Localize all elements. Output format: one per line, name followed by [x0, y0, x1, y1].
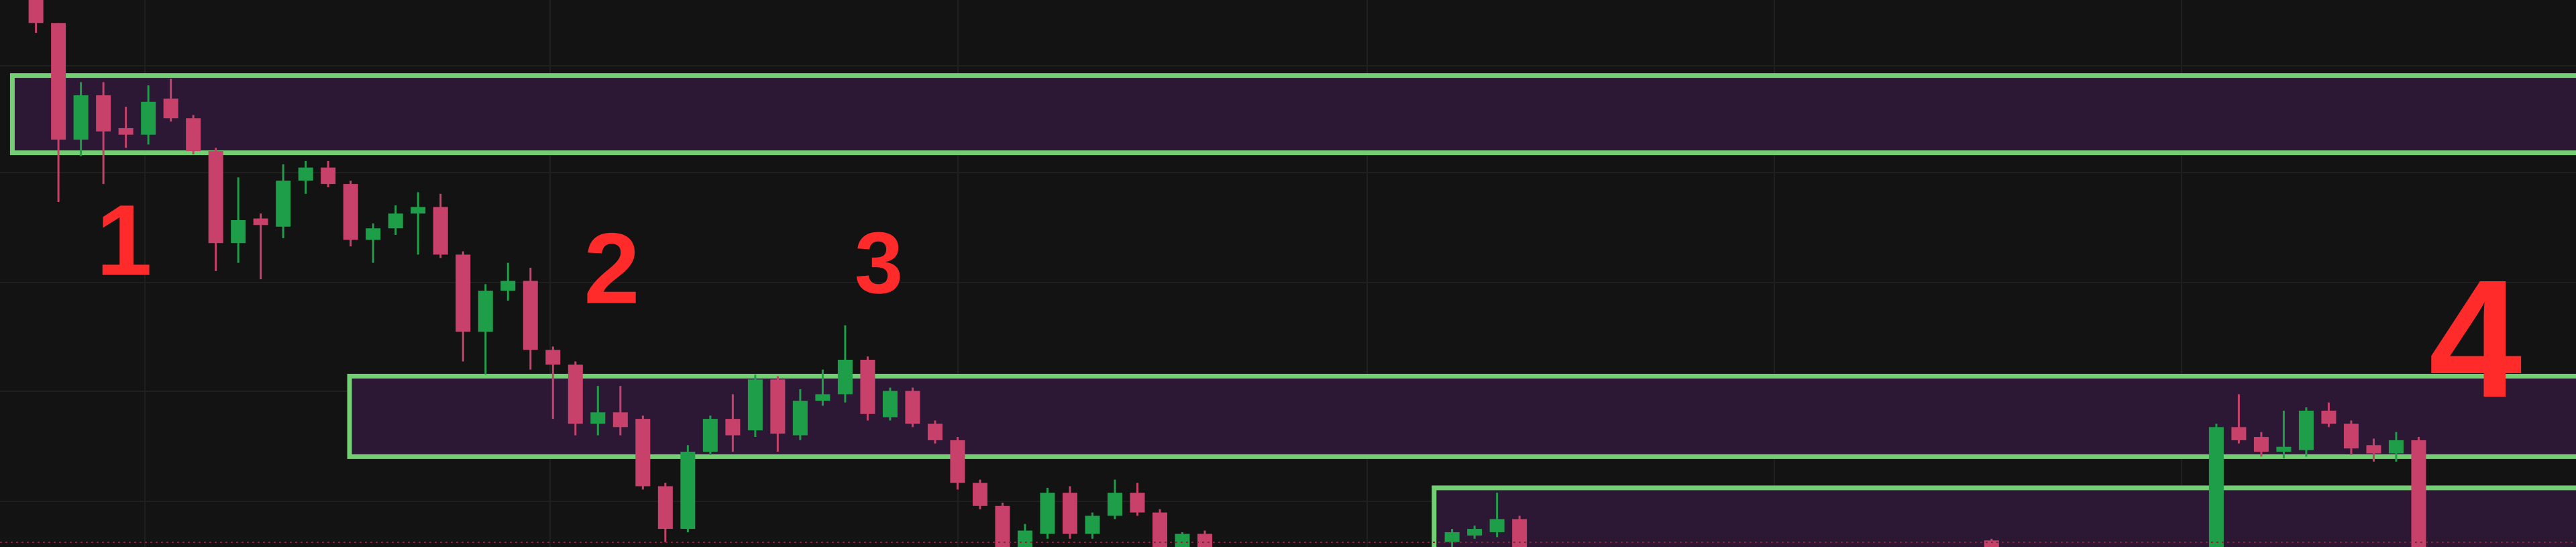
- candle-body: [1017, 530, 1032, 547]
- candle-body: [882, 391, 898, 417]
- candle-body: [411, 207, 426, 214]
- candle-body: [186, 118, 201, 152]
- candle-body: [770, 379, 786, 434]
- candle-body: [792, 401, 808, 436]
- candle-body: [568, 364, 583, 424]
- annotations: 1 2 3 4: [96, 184, 2522, 432]
- candle-body: [276, 181, 291, 227]
- candle-body: [1467, 529, 1483, 536]
- candle-body: [366, 228, 381, 240]
- candle-body: [298, 167, 313, 181]
- zone: [347, 373, 2576, 459]
- candle-body: [1489, 519, 1505, 532]
- candle-body: [1197, 534, 1213, 547]
- candle-body: [388, 213, 403, 229]
- candle-body: [837, 359, 853, 395]
- candle-body: [2411, 440, 2426, 547]
- candle-body: [433, 207, 448, 255]
- candle-body: [2366, 445, 2381, 454]
- zone: [1432, 485, 2576, 547]
- candle-body: [2298, 410, 2314, 450]
- candle-body: [680, 452, 696, 530]
- candle-body: [96, 95, 111, 132]
- candle-body: [1062, 493, 1077, 534]
- candle-body: [253, 218, 268, 226]
- candle-body: [28, 0, 44, 23]
- candle-body: [635, 419, 651, 487]
- zone: [9, 73, 2576, 156]
- candle-body: [995, 505, 1010, 547]
- candle-body: [1512, 519, 1527, 547]
- candle-body: [73, 95, 89, 140]
- candle-body: [500, 281, 516, 291]
- candles: [28, 0, 2426, 547]
- annotation: 3: [855, 213, 903, 311]
- candle-body: [2208, 427, 2224, 547]
- candle-body: [118, 128, 133, 135]
- candle-body: [1130, 493, 1145, 513]
- candle-body: [1444, 532, 1460, 542]
- candle-body: [2276, 446, 2292, 452]
- candle-body: [657, 486, 673, 530]
- candle-body: [612, 412, 628, 428]
- annotation: 1: [96, 184, 152, 297]
- candle-body: [950, 440, 965, 483]
- candle-body: [2231, 427, 2247, 440]
- candle-body: [2321, 410, 2337, 424]
- annotation: 2: [584, 212, 639, 325]
- zones: [9, 73, 2576, 547]
- candle-body: [545, 350, 561, 365]
- candle-body: [343, 184, 358, 240]
- candle-body: [478, 291, 493, 332]
- candle-body: [1040, 493, 1055, 534]
- annotation: 4: [2428, 245, 2522, 432]
- candle-body: [2388, 440, 2404, 454]
- candle-body: [815, 394, 830, 401]
- candle-body: [321, 167, 336, 185]
- candle-body: [141, 101, 156, 135]
- candle-body: [231, 219, 246, 244]
- candle-body: [455, 254, 471, 332]
- candle-body: [702, 419, 718, 452]
- candle-body: [747, 379, 763, 431]
- candle-body: [2343, 424, 2359, 449]
- candle-body: [1152, 512, 1168, 547]
- candle-body: [2253, 437, 2269, 452]
- candle-body: [1984, 540, 1999, 547]
- candle-body: [1085, 515, 1100, 534]
- candle-body: [523, 281, 538, 350]
- candle-body: [51, 23, 66, 140]
- candle-body: [1175, 534, 1190, 547]
- candle-body: [208, 151, 223, 244]
- candle-body: [590, 412, 606, 424]
- candle-body: [860, 359, 875, 414]
- candle-body: [927, 424, 943, 440]
- candle-body: [905, 391, 920, 424]
- candle-body: [1107, 493, 1122, 516]
- candle-body: [163, 98, 178, 119]
- candle-body: [725, 419, 741, 436]
- candle-body: [972, 483, 987, 506]
